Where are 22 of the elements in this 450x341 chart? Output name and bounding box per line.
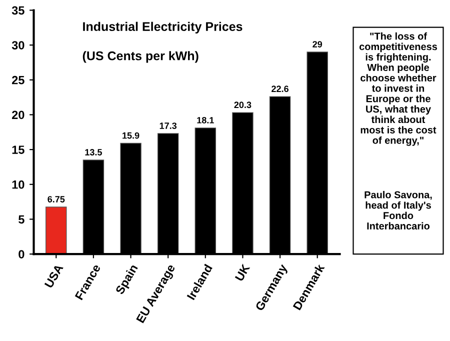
- data-label: 13.5: [85, 149, 102, 156]
- y-tick-label: 25: [12, 76, 24, 84]
- text: Paulo Savona, head of Italy's Fondo Interbancario: [364, 190, 432, 230]
- data-label: 18.1: [197, 117, 214, 124]
- y-tick-label: 10: [12, 180, 24, 189]
- bar: [46, 206, 67, 254]
- y-tick-label: 15: [12, 146, 24, 154]
- y-tick-label: 5: [18, 215, 24, 224]
- y-tick-label: 30: [12, 41, 24, 50]
- data-label: 22.6: [272, 86, 289, 92]
- data-label: 17.3: [160, 122, 177, 129]
- text: "The loss of competitiveness is frightening. When people choose whether to invest in Europe or the US, what they think about most is the cost of energy,": [359, 32, 438, 146]
- x-tick-label: UK: [234, 263, 250, 282]
- y-tick-label: 20: [12, 110, 24, 120]
- data-label: 15.9: [122, 132, 140, 139]
- data-label: 6.75: [48, 196, 65, 202]
- text: (US Cents per kWh): [82, 51, 198, 63]
- data-label: 20.3: [234, 102, 252, 108]
- y-tick-label: 0: [18, 250, 24, 258]
- text: Industrial Electricity Prices: [83, 22, 242, 34]
- y-tick-label: 35: [12, 6, 24, 15]
- data-label: 29: [312, 41, 322, 48]
